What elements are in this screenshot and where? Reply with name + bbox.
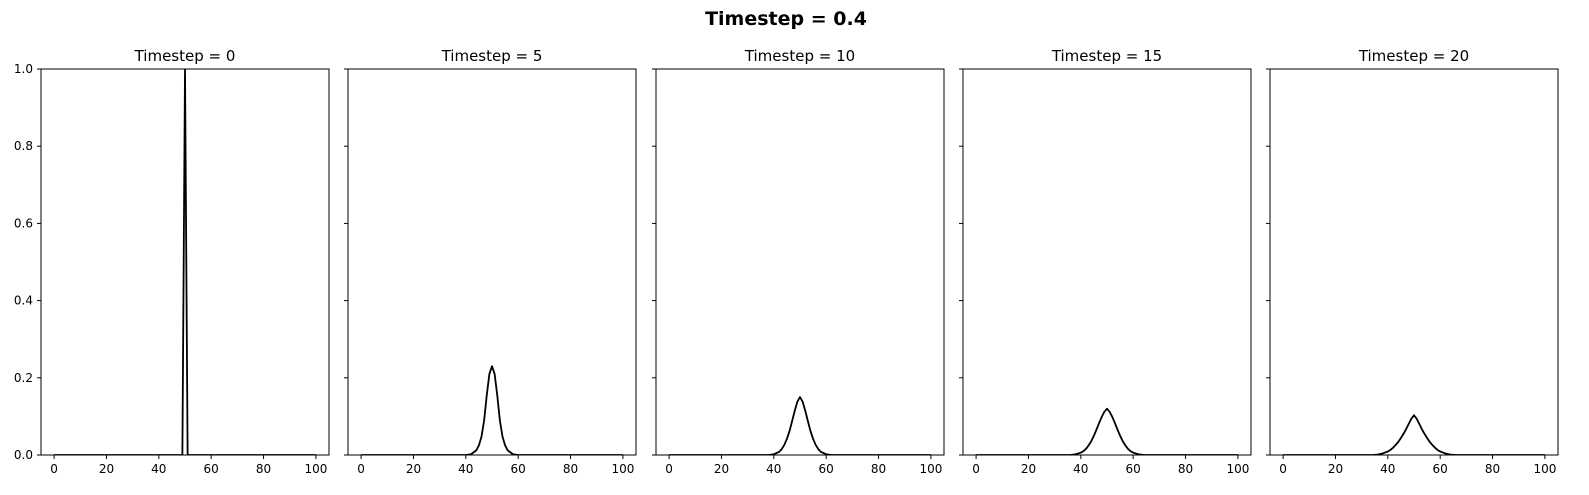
y-tick-label: 0.0 [14, 448, 33, 462]
subplot-1: Timestep = 5 0 20 40 60 80 100 [344, 47, 637, 476]
series-line [1283, 414, 1545, 455]
x-tick-label: 80 [871, 462, 886, 476]
x-tick-label: 0 [50, 462, 58, 476]
subplot-panels: Timestep = 0 0 20 40 60 80 100 0.0 0.2 0.4 0.6 0.8 1… [14, 47, 1559, 476]
axes-frame [655, 68, 945, 456]
x-tick-label: 60 [511, 462, 526, 476]
y-tick-label: 0.2 [14, 371, 33, 385]
subplot-0: Timestep = 0 0 20 40 60 80 100 0.0 0.2 0.4 0.6 0.8 1… [14, 47, 330, 476]
x-tick-label: 20 [99, 462, 114, 476]
subplot-title: Timestep = 0 [134, 47, 236, 65]
x-tick-label: 60 [1433, 462, 1448, 476]
subplot-2: Timestep = 10 0 20 40 60 80 100 [652, 47, 945, 476]
series-line [669, 396, 931, 455]
y-tick-label: 1.0 [14, 62, 33, 76]
x-tick-label: 0 [357, 462, 365, 476]
series-line [976, 407, 1238, 455]
y-tick-label: 0.4 [14, 294, 33, 308]
subplot-title: Timestep = 20 [1358, 47, 1469, 65]
x-tick-label: 60 [1126, 462, 1141, 476]
x-tick-label: 80 [1178, 462, 1193, 476]
x-tick-label: 60 [204, 462, 219, 476]
x-tick-label: 40 [151, 462, 166, 476]
x-tick-label: 60 [819, 462, 834, 476]
x-tick-label: 20 [714, 462, 729, 476]
subplot-title: Timestep = 10 [744, 47, 855, 65]
x-tick-label: 80 [563, 462, 578, 476]
x-tick-label: 20 [1328, 462, 1343, 476]
x-tick-label: 80 [1485, 462, 1500, 476]
figure-suptitle: Timestep = 0.4 [705, 8, 867, 30]
x-tick-label: 100 [1533, 462, 1556, 476]
x-tick-label: 0 [665, 462, 673, 476]
x-tick-label: 0 [972, 462, 980, 476]
subplot-3: Timestep = 15 0 20 40 60 80 100 [959, 47, 1252, 476]
x-tick-label: 100 [611, 462, 634, 476]
series-line [361, 365, 623, 455]
x-tick-label: 20 [406, 462, 421, 476]
axes-frame [40, 68, 330, 456]
subplot-4: Timestep = 20 0 20 40 60 80 100 [1266, 47, 1559, 476]
axes-frame [347, 68, 637, 456]
x-tick-label: 40 [458, 462, 473, 476]
x-tick-label: 40 [1073, 462, 1088, 476]
x-tick-label: 20 [1021, 462, 1036, 476]
subplot-title: Timestep = 15 [1051, 47, 1162, 65]
y-tick-label: 0.6 [14, 216, 33, 230]
x-tick-label: 100 [304, 462, 327, 476]
x-tick-label: 100 [919, 462, 942, 476]
axes-frame [962, 68, 1252, 456]
x-tick-label: 0 [1279, 462, 1287, 476]
y-tick-label: 0.8 [14, 139, 33, 153]
axes-frame [1269, 68, 1559, 456]
x-tick-label: 100 [1226, 462, 1249, 476]
x-tick-label: 80 [256, 462, 271, 476]
x-tick-label: 40 [1380, 462, 1395, 476]
x-tick-label: 40 [766, 462, 781, 476]
subplot-title: Timestep = 5 [441, 47, 543, 65]
